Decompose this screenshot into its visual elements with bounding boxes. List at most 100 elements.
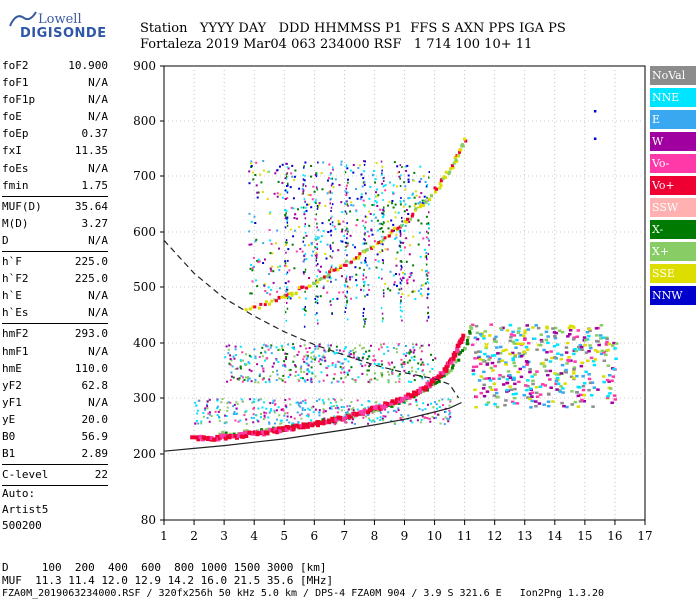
block-echo: [591, 405, 595, 408]
spread-f-echo: [393, 422, 396, 425]
spread-f-echo: [300, 402, 303, 405]
block-echo: [558, 329, 562, 332]
spread-f-echo: [272, 371, 274, 373]
block-echo: [499, 352, 503, 355]
spread-f-echo: [416, 419, 419, 422]
spread-f-echo: [383, 352, 386, 355]
spread-f-echo: [380, 372, 382, 375]
spread-f-echo: [260, 413, 262, 415]
spread-f-echo: [403, 361, 406, 364]
spread-f-echo: [401, 365, 404, 368]
spread-f-echo: [399, 417, 402, 419]
o-trace: [453, 353, 458, 358]
spread-echo: [292, 235, 295, 238]
spread-f-echo: [381, 375, 384, 378]
spread-f-echo: [346, 371, 349, 374]
spread-echo: [376, 219, 379, 222]
spread-echo: [384, 282, 387, 285]
spread-echo: [381, 165, 384, 168]
second-hop-trace: [379, 240, 383, 244]
streak-echo: [287, 182, 289, 185]
block-echo: [587, 377, 592, 381]
spread-f-echo: [283, 363, 286, 366]
streak-echo: [346, 237, 348, 240]
spread-echo: [319, 240, 322, 243]
spread-echo: [358, 164, 361, 167]
spread-f-echo: [435, 416, 437, 419]
o-trace: [378, 406, 383, 411]
spread-f-echo: [269, 402, 272, 405]
spread-f-echo: [275, 358, 278, 361]
spread-f-echo: [285, 419, 288, 422]
spread-f-echo: [376, 417, 379, 420]
streak-echo: [305, 206, 307, 209]
streak-echo: [426, 258, 428, 261]
spread-f-echo: [365, 350, 368, 353]
spread-f-echo: [438, 406, 441, 408]
spread-f-echo: [318, 398, 321, 401]
spread-f-echo: [237, 420, 240, 423]
spread-echo: [305, 234, 308, 237]
streak-echo: [383, 214, 385, 217]
second-hop-trace: [336, 268, 340, 272]
block-echo: [535, 391, 539, 395]
spread-echo: [379, 251, 382, 254]
spread-echo: [317, 269, 320, 272]
block-echo: [508, 376, 513, 379]
spread-f-echo: [448, 404, 451, 407]
streak-echo: [285, 212, 287, 215]
spread-echo: [285, 216, 288, 219]
spread-echo: [254, 279, 257, 282]
streak-echo: [285, 162, 287, 165]
streak-echo: [302, 192, 305, 195]
spread-f-echo: [208, 398, 211, 401]
spread-f-echo: [359, 362, 362, 365]
block-echo: [515, 342, 520, 345]
spread-f-echo: [253, 407, 255, 409]
streak-echo: [383, 210, 385, 213]
spread-echo: [407, 180, 410, 183]
x-tick-label: 2: [190, 529, 198, 543]
spread-echo: [305, 209, 308, 212]
o-trace: [307, 422, 312, 427]
spread-echo: [419, 165, 422, 168]
streak-echo: [331, 192, 333, 195]
streak-echo: [286, 271, 289, 274]
second-hop-trace: [365, 248, 369, 252]
streak-echo: [284, 189, 287, 192]
spread-f-echo: [307, 364, 310, 367]
block-echo: [542, 364, 547, 368]
spread-f-echo: [340, 409, 343, 412]
spread-echo: [291, 175, 294, 178]
spread-echo: [364, 259, 367, 262]
block-echo: [514, 346, 518, 349]
o-trace: [276, 426, 281, 431]
spread-f-echo: [313, 358, 316, 361]
block-echo: [483, 352, 487, 356]
param-separator: [2, 323, 108, 325]
spread-f-echo: [275, 409, 278, 412]
streak-echo: [346, 290, 348, 293]
spread-echo: [293, 267, 296, 270]
streak-echo: [315, 256, 318, 259]
block-echo: [492, 354, 497, 357]
block-echo: [486, 355, 490, 358]
spread-f-echo: [303, 355, 306, 358]
block-echo: [508, 385, 512, 388]
spread-echo: [344, 190, 347, 193]
streak-echo: [286, 217, 288, 220]
spread-f-echo: [367, 417, 370, 420]
block-echo: [474, 351, 478, 354]
streak-echo: [285, 319, 287, 322]
spread-f-echo: [322, 408, 325, 411]
spread-f-echo: [245, 418, 248, 421]
block-echo: [587, 327, 591, 331]
block-echo: [503, 404, 507, 407]
spread-f-echo: [306, 351, 309, 353]
spread-f-echo: [281, 347, 284, 350]
param-name: MUF(D): [2, 199, 42, 213]
spread-f-echo: [434, 412, 437, 415]
param-value: N/A: [88, 93, 108, 107]
x-tick-label: 9: [401, 529, 409, 543]
spread-f-echo: [224, 414, 227, 417]
